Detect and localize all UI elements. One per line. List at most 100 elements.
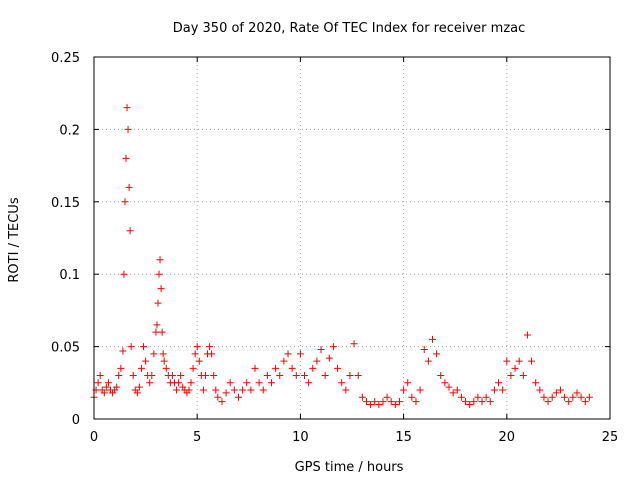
data-point: [201, 372, 209, 380]
data-point: [581, 398, 589, 406]
data-point: [160, 357, 168, 365]
x-tick-label: 0: [90, 430, 98, 445]
x-tick-label: 10: [292, 430, 309, 445]
data-point: [495, 379, 503, 387]
data-point: [499, 386, 507, 394]
data-point: [532, 379, 540, 387]
data-point: [408, 393, 416, 401]
data-point: [548, 393, 556, 401]
x-tick-label: 25: [602, 430, 619, 445]
data-point: [391, 401, 399, 409]
data-point: [474, 393, 482, 401]
data-points: [90, 104, 593, 409]
data-point: [218, 398, 226, 406]
data-point: [321, 372, 329, 380]
x-axis-label: GPS time / hours: [295, 460, 404, 475]
data-point: [511, 364, 519, 372]
data-point: [292, 372, 300, 380]
grid-lines: [94, 57, 610, 419]
data-point: [156, 256, 164, 264]
data-point: [121, 198, 129, 206]
data-point: [437, 372, 445, 380]
data-point: [412, 398, 420, 406]
data-point: [334, 364, 342, 372]
data-point: [404, 379, 412, 387]
data-point: [453, 386, 461, 394]
data-point: [137, 364, 145, 372]
data-point: [94, 379, 102, 387]
data-point: [490, 386, 498, 394]
data-point: [259, 386, 267, 394]
data-point: [175, 379, 183, 387]
data-point: [140, 343, 148, 351]
data-point: [255, 379, 263, 387]
data-point: [189, 364, 197, 372]
data-point: [119, 347, 127, 355]
plot-frame: [93, 56, 611, 420]
data-point: [358, 393, 366, 401]
data-point: [441, 379, 449, 387]
data-point: [325, 354, 333, 362]
data-point: [288, 364, 296, 372]
data-point: [383, 393, 391, 401]
data-point: [162, 364, 170, 372]
data-point: [478, 398, 486, 406]
data-point: [193, 343, 201, 351]
data-point: [212, 386, 220, 394]
data-point: [115, 372, 123, 380]
data-point: [515, 357, 523, 365]
data-point: [272, 364, 280, 372]
data-point: [239, 386, 247, 394]
data-point: [268, 379, 276, 387]
data-point: [470, 398, 478, 406]
data-point: [519, 372, 527, 380]
data-point: [395, 398, 403, 406]
x-tick-label: 5: [193, 430, 201, 445]
data-point: [168, 372, 176, 380]
data-point: [445, 383, 453, 391]
data-point: [565, 398, 573, 406]
data-point: [416, 386, 424, 394]
data-point: [329, 343, 337, 351]
data-point: [234, 393, 242, 401]
data-point: [387, 398, 395, 406]
data-point: [309, 364, 317, 372]
data-point: [226, 379, 234, 387]
y-tick-label: 0.15: [51, 196, 80, 211]
data-point: [153, 321, 161, 329]
data-point: [317, 345, 325, 353]
data-point: [191, 350, 199, 358]
data-point: [367, 401, 375, 409]
data-point: [148, 372, 156, 380]
data-point: [125, 183, 133, 191]
data-point: [113, 383, 121, 391]
data-point: [126, 227, 134, 235]
data-point: [120, 270, 128, 278]
data-point: [540, 393, 548, 401]
data-point: [155, 270, 163, 278]
data-point: [199, 386, 207, 394]
data-point: [104, 379, 112, 387]
data-point: [247, 386, 255, 394]
data-point: [177, 372, 185, 380]
data-point: [154, 299, 162, 307]
data-point: [152, 328, 160, 336]
data-point: [195, 357, 203, 365]
data-point: [338, 379, 346, 387]
data-point: [362, 398, 370, 406]
axes: 0 5 10 15 20 25 0 0.05 0.1 0.15 0.2 0.25: [51, 51, 618, 445]
data-point: [371, 398, 379, 406]
data-point: [296, 350, 304, 358]
data-point: [536, 386, 544, 394]
x-tick-label: 15: [395, 430, 412, 445]
y-tick-label: 0.1: [59, 268, 80, 283]
data-point: [122, 154, 130, 162]
data-point: [523, 331, 531, 339]
data-point: [243, 379, 251, 387]
y-tick-label: 0.05: [51, 341, 80, 356]
data-point: [556, 386, 564, 394]
data-point: [354, 372, 362, 380]
data-point: [420, 345, 428, 353]
data-point: [350, 340, 358, 348]
